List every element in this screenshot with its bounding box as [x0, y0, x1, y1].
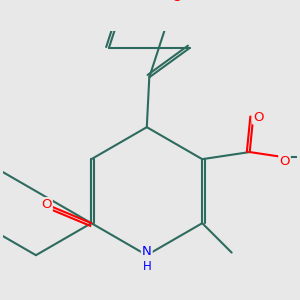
Text: O: O: [41, 198, 52, 211]
Text: N: N: [142, 245, 152, 259]
Text: O: O: [253, 110, 264, 124]
Text: O: O: [279, 154, 290, 168]
Text: O: O: [172, 0, 182, 4]
Text: H: H: [142, 260, 151, 273]
